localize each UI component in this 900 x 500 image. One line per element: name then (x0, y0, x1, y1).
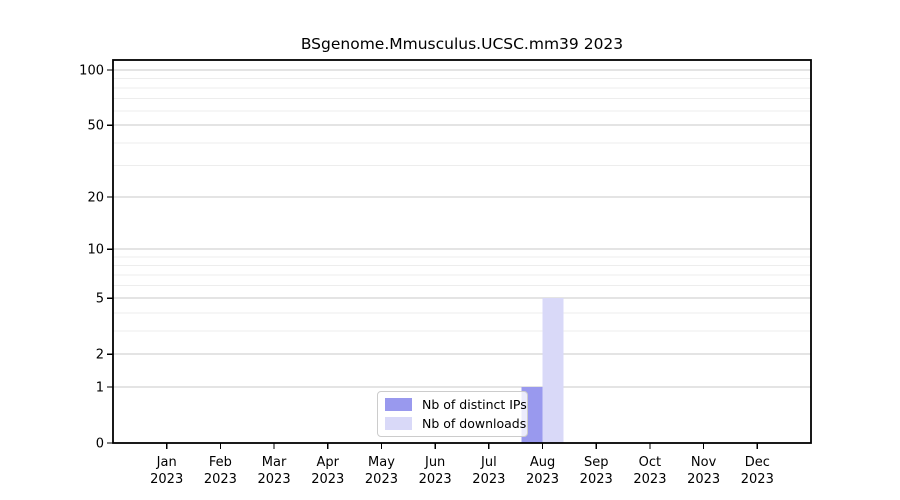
legend-swatch-distinct-ips (385, 398, 412, 411)
x-axis-tick-label-year: 2023 (419, 472, 452, 487)
y-axis-tick-label: 100 (79, 64, 104, 79)
x-axis-tick-label-month: May (368, 455, 395, 470)
x-axis-tick-label-month: Jan (156, 455, 177, 470)
y-axis-tick-label: 2 (96, 348, 104, 363)
y-axis-tick-label: 5 (96, 292, 104, 307)
y-axis-tick-label: 10 (87, 243, 104, 258)
x-axis-tick-label-month: Dec (745, 455, 770, 470)
x-axis-tick-label-year: 2023 (526, 472, 559, 487)
x-axis-tick-label-year: 2023 (311, 472, 344, 487)
legend-label-distinct-ips: Nb of distinct IPs (422, 397, 527, 412)
chart-title: BSgenome.Mmusculus.UCSC.mm39 2023 (300, 35, 624, 53)
x-axis-tick-label-month: Jul (480, 455, 497, 470)
legend-swatch-downloads (385, 417, 412, 430)
legend-item-distinct-ips: Nb of distinct IPs (385, 397, 527, 412)
legend-label-downloads: Nb of downloads (422, 416, 527, 431)
plot-border (112, 59, 812, 444)
x-axis-tick-label-month: Jun (424, 455, 445, 470)
legend: Nb of distinct IPs Nb of downloads (377, 391, 528, 437)
x-axis-tick-label-year: 2023 (741, 472, 774, 487)
legend-item-downloads: Nb of downloads (385, 416, 526, 431)
x-axis-tick-label-month: Feb (209, 455, 232, 470)
x-axis-tick-label-month: Aug (530, 455, 555, 470)
y-axis-tick-label: 20 (87, 190, 104, 205)
x-axis-tick-label-month: Nov (691, 455, 717, 470)
x-axis-tick-label-month: Apr (317, 455, 340, 470)
x-axis-tick-label-year: 2023 (150, 472, 183, 487)
bar-downloads-aug (542, 298, 564, 443)
x-axis-tick-label-year: 2023 (204, 472, 237, 487)
x-axis-tick-label-year: 2023 (472, 472, 505, 487)
x-axis-tick-label-year: 2023 (687, 472, 720, 487)
y-axis-tick-label: 0 (96, 437, 104, 452)
x-axis-tick-label-year: 2023 (365, 472, 398, 487)
y-axis-tick-label: 50 (87, 119, 104, 134)
x-axis-tick-label-year: 2023 (580, 472, 613, 487)
x-axis-tick-label-month: Mar (262, 455, 287, 470)
x-axis-tick-label-month: Oct (639, 455, 661, 470)
y-axis-tick-label: 1 (96, 380, 104, 395)
x-axis-tick-label-month: Sep (584, 455, 609, 470)
x-axis-tick-label-year: 2023 (633, 472, 666, 487)
x-axis-tick-label-year: 2023 (258, 472, 291, 487)
